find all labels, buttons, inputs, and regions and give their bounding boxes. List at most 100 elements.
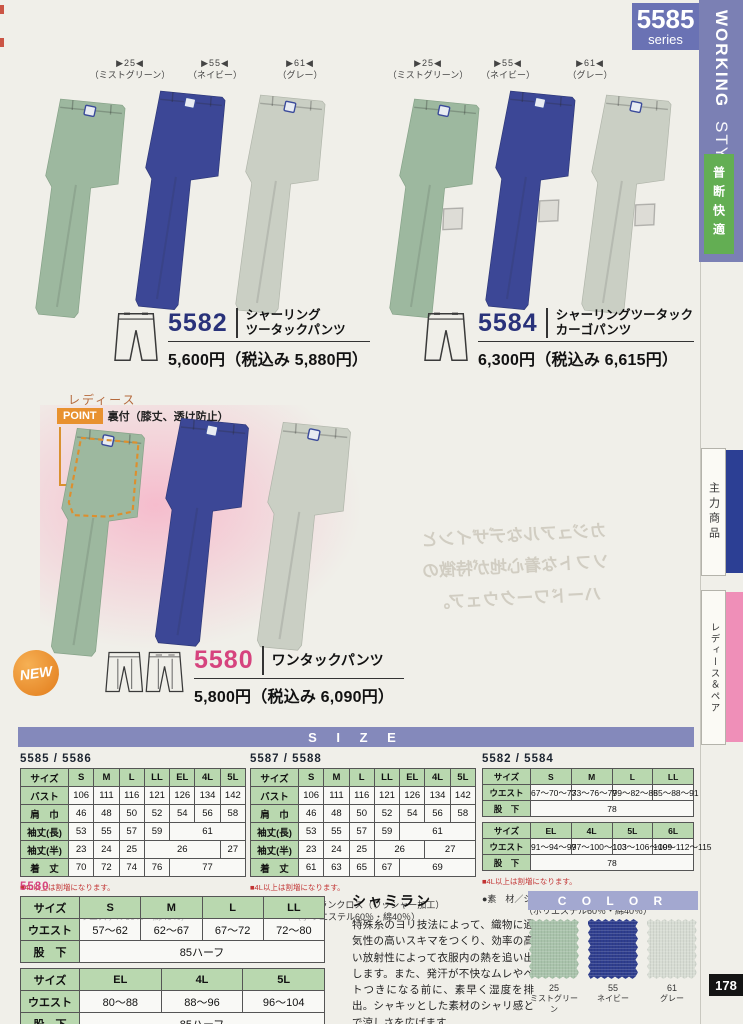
size-table-upper: サイズ S M L LL ウエスト 67〜70〜73 73〜76〜79 79〜82〜85 85〜8… <box>482 768 699 817</box>
tab-ladies-pair: レディース＆ペア <box>701 590 726 745</box>
size-table: サイズ S M L LL EL 4L 5L バスト 106 111 116 121 126 134 142 肩 … <box>20 768 247 877</box>
product-name: ワンタックパンツ <box>271 652 384 669</box>
surcharge-note: ■4L以上は割増になります。 <box>250 883 345 892</box>
swatch-navy: 55 ネイビー <box>587 919 639 1015</box>
color-label-61: ▶61◀ （グレー） <box>254 57 346 81</box>
fabric-swatch <box>529 919 579 979</box>
swatch-mist-green: 25 ミストグリーン <box>528 919 580 1015</box>
color-num: ▶25◀ <box>414 58 442 68</box>
pants-front-back-icon <box>104 646 186 698</box>
color-section-header: C O L O R <box>528 891 698 910</box>
slogan-block: 普断快適 <box>704 154 734 254</box>
bleed-line: カジュアルなデザインと <box>420 521 607 550</box>
product-photo-5580 <box>29 410 398 665</box>
series-number: 5585 <box>636 4 695 34</box>
fabric-swatch <box>647 919 697 979</box>
product-code: 5584 <box>478 308 538 337</box>
color-label-61: ▶61◀ （グレー） <box>544 57 636 81</box>
surcharge-note: ■4L以上は割増になります。 <box>20 883 115 892</box>
color-num: ▶25◀ <box>116 58 144 68</box>
bleed-line: ソフトな着心地が特徴の <box>421 552 610 582</box>
fabric-swatch <box>588 919 638 979</box>
fabric-text: 特殊糸のヨリ技法によって、織物に通気性の高いスキマをつくり、効率の高い放射性によ… <box>352 919 534 1024</box>
page-number: 178 <box>709 974 743 996</box>
color-label-25: ▶25◀ （ミストグリーン） <box>382 57 474 81</box>
tab-main-label: 主力商品 <box>707 482 720 542</box>
size-table-upper: サイズ S M L LL ウエスト 57〜62 62〜67 67〜72 72〜80 股 下 85ハーフ <box>20 896 326 963</box>
table-title: 5587 / 5588 <box>250 753 322 765</box>
product-code: 5582 <box>168 308 228 337</box>
color-name: （ミストグリーン） <box>387 70 469 81</box>
divider <box>235 308 238 338</box>
name-line2: カーゴパンツ <box>555 323 632 337</box>
color-label-25: ▶25◀ （ミストグリーン） <box>84 57 176 81</box>
name-line1: シャーリング <box>245 308 321 322</box>
tab-main-color-strip <box>726 450 743 573</box>
divider <box>261 646 264 675</box>
swatch-name: ミストグリーン <box>530 994 578 1014</box>
product-photo-5584 <box>396 86 726 318</box>
material-note: ●素 材／シャミランクロス（ワッシャー加工） （ポリエステル60％・綿40％） <box>250 899 476 923</box>
size-table-lower: サイズ EL 4L 5L 6L ウエスト 91〜94〜97 97〜100〜103 103〜106… <box>482 822 712 871</box>
size-section-header: S I Z E <box>18 727 694 747</box>
product-info-5584: 5584 シャーリングツータック カーゴパンツ 6,300円（税込み 6,615… <box>422 308 694 370</box>
tab-main-products: 主力商品 <box>701 448 726 576</box>
product-photo-5582 <box>14 83 372 326</box>
product-info-5582: 5582 シャーリング ツータックパンツ 5,600円（税込み 5,880円） <box>112 308 370 370</box>
tab-ladies-color-strip <box>726 592 743 742</box>
name-line1: シャーリングツータック <box>555 308 694 322</box>
product-name: シャーリングツータック カーゴパンツ <box>556 308 694 338</box>
working-text: WORKING <box>712 10 731 109</box>
product-name: シャーリング ツータックパンツ <box>246 308 346 338</box>
page-edge-line <box>700 0 701 1024</box>
size-table-5580: 5580 サイズ S M L LL ウエスト 57〜62 62〜67 67〜72 72〜80 股 下… <box>20 881 326 1024</box>
size-table: サイズ S M L LL EL 4L 5L バスト 106 111 116 121 126 134 142 肩 … <box>250 768 477 877</box>
fabric-title: シャミラン <box>352 893 432 909</box>
product-info-5580: 5580 ワンタックパンツ 5,800円（税込み 6,090円） <box>104 646 404 707</box>
swatch-name: グレー <box>660 994 684 1003</box>
fabric-description: シャミラン 特殊糸のヨリ技法によって、織物に通気性の高いスキマをつくり、効率の高… <box>352 891 534 1024</box>
swatch-number: 61 <box>666 983 677 993</box>
point-bracket-line <box>59 427 61 485</box>
name-line2: ツータックパンツ <box>245 323 346 337</box>
divider <box>545 308 548 338</box>
product-price: 6,300円（税込み 6,615円） <box>478 352 679 369</box>
pants-line-icon <box>112 308 160 366</box>
material-line1: ●素 材／シャミランクロス（ワッシャー加工） <box>250 900 445 910</box>
color-name: （グレー） <box>277 70 323 81</box>
table-title: 5585 / 5586 <box>20 753 92 765</box>
series-badge: 5585 series <box>632 3 699 50</box>
ladies-label: レディース <box>68 393 137 407</box>
swatch-number: 25 <box>548 983 559 993</box>
slogan-text: 普断快適 <box>711 166 726 242</box>
point-callout: POINT 裏付（膝丈、透け防止） <box>57 408 229 424</box>
material-line2: （ポリエステル60％・綿40％） <box>292 912 421 923</box>
bleed-through-text: カジュアルなデザインと ソフトな着心地が特徴の ハードワークウェア。 <box>386 513 646 621</box>
bleed-line: ハードワークウェア。 <box>432 584 602 613</box>
color-num: ▶55◀ <box>494 58 522 68</box>
color-name: （ネイビー） <box>480 70 535 81</box>
color-label-55: ▶55◀ （ネイビー） <box>462 57 554 81</box>
color-name: （グレー） <box>567 70 613 81</box>
material-line2: （ポリエステル60％・綿40％） <box>524 906 653 917</box>
scan-mark <box>0 38 4 47</box>
color-num: ▶55◀ <box>201 58 229 68</box>
pants-line-icon <box>422 308 470 366</box>
swatch-row: 25 ミストグリーン 55 ネイビー 61 グレー <box>528 919 698 1015</box>
color-num: ▶61◀ <box>286 58 314 68</box>
color-name: （ネイビー） <box>187 70 242 81</box>
table-title: 5580 <box>20 881 50 893</box>
surcharge-note: ■4L以上は割増になります。 <box>482 877 577 886</box>
product-code: 5580 <box>194 646 254 674</box>
point-badge: POINT <box>57 408 103 424</box>
color-label-55: ▶55◀ （ネイビー） <box>169 57 261 81</box>
swatch-number: 55 <box>607 983 618 993</box>
product-price: 5,600円（税込み 5,880円） <box>168 352 369 369</box>
swatch-name: ネイビー <box>597 994 629 1003</box>
color-num: ▶61◀ <box>576 58 604 68</box>
color-name: （ミストグリーン） <box>89 70 171 81</box>
size-table-5587-5588: 5587 / 5588 サイズ S M L LL EL 4L 5L バスト 106 111 116 12… <box>250 753 477 923</box>
color-section: C O L O R 25 ミストグリーン 55 ネイビー 61 グレー <box>528 891 698 1015</box>
